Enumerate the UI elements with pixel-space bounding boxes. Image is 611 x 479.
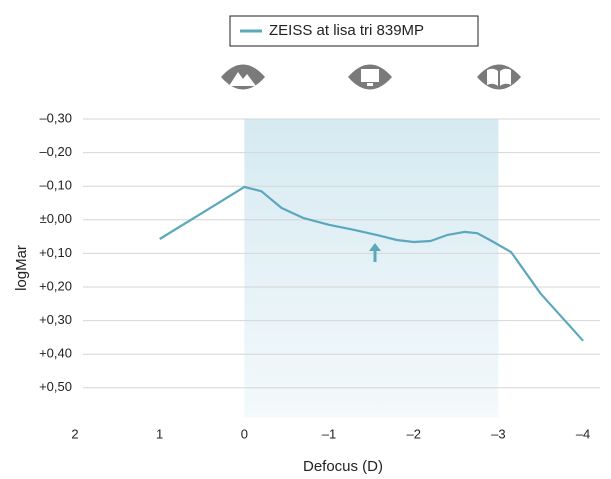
legend-label: ZEISS at lisa tri 839MP [269,22,424,39]
monitor-stand [367,83,373,86]
y-tick-label: ±0,00 [40,211,72,226]
background-layer [83,118,600,418]
highlight-region [244,119,499,418]
y-tick-label: +0,50 [39,379,72,394]
y-tick-label: +0,20 [39,278,72,293]
eye-icons [221,64,521,90]
y-tick-label: –0,20 [39,144,72,159]
y-tick-label: +0,10 [39,245,72,260]
x-tick-label: 2 [71,426,78,441]
x-tick-label: 1 [156,426,163,441]
eye-icon [477,64,521,90]
x-tick-label: –3 [491,426,505,441]
y-tick-label: +0,30 [39,312,72,327]
y-tick-label: –0,10 [39,178,72,193]
book-icon [487,68,511,86]
legend-box [229,15,479,47]
y-tick-label: –0,30 [39,110,72,125]
series-line [159,185,584,342]
x-tick-label: –4 [576,426,590,441]
arrow-annotation [369,243,381,262]
y-tick-label: +0,40 [39,346,72,361]
y-axis-label: logMar [13,245,30,291]
arrow-head [369,243,381,251]
mountain-icon [229,72,256,86]
x-tick-label: –1 [322,426,336,441]
x-tick-label: –2 [406,426,420,441]
x-axis-label: Defocus (D) [303,458,383,475]
x-tick-label: 0 [241,426,248,441]
monitor-icon [361,69,379,82]
